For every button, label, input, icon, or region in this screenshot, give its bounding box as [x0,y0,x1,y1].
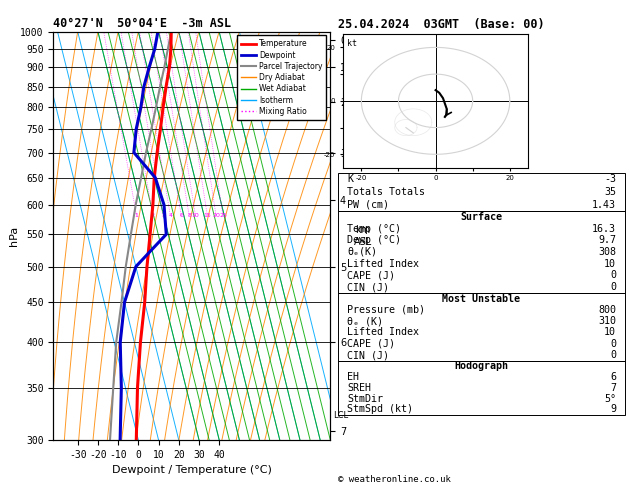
Text: SREH: SREH [347,383,371,393]
Text: 4: 4 [169,213,172,218]
Text: θₑ (K): θₑ (K) [347,316,383,326]
Text: 0: 0 [610,339,616,349]
Bar [338,211,625,293]
Text: Lifted Index: Lifted Index [347,259,419,269]
Text: 15: 15 [204,213,211,218]
Text: 9.7: 9.7 [598,235,616,245]
Text: 1: 1 [135,213,138,218]
Text: 10: 10 [192,213,199,218]
Text: 310: 310 [598,316,616,326]
Text: 800: 800 [598,305,616,315]
Text: Surface: Surface [460,212,503,222]
Text: 6: 6 [610,372,616,382]
Text: CIN (J): CIN (J) [347,282,389,292]
Bar [338,293,625,361]
Text: 0: 0 [610,282,616,292]
Text: Hodograph: Hodograph [455,361,508,371]
Text: Dewp (°C): Dewp (°C) [347,235,401,245]
Text: 25: 25 [219,213,227,218]
Bar [338,361,625,415]
Text: 0: 0 [610,350,616,360]
Text: 2: 2 [151,213,155,218]
Text: 40°27'N  50°04'E  -3m ASL: 40°27'N 50°04'E -3m ASL [53,17,231,31]
Text: 7: 7 [610,383,616,393]
Text: CAPE (J): CAPE (J) [347,270,395,280]
Text: LCL: LCL [333,411,348,420]
Text: 0: 0 [610,270,616,280]
Text: 10: 10 [604,259,616,269]
Text: 5°: 5° [604,394,616,403]
Text: kt: kt [347,39,357,49]
Bar [338,173,625,211]
Text: EH: EH [347,372,359,382]
Text: StmSpd (kt): StmSpd (kt) [347,404,413,415]
Text: 6: 6 [179,213,183,218]
Text: 3: 3 [161,213,165,218]
Text: θₑ(K): θₑ(K) [347,247,377,257]
Text: 20: 20 [212,213,220,218]
Text: 9: 9 [610,404,616,415]
Text: 8: 8 [187,213,191,218]
Text: Most Unstable: Most Unstable [442,294,521,304]
Text: K: K [347,174,353,184]
Text: 1.43: 1.43 [592,200,616,209]
Text: 25.04.2024  03GMT  (Base: 00): 25.04.2024 03GMT (Base: 00) [338,18,545,32]
Text: StmDir: StmDir [347,394,383,403]
Y-axis label: hPa: hPa [9,226,19,246]
Text: Totals Totals: Totals Totals [347,187,425,197]
X-axis label: Dewpoint / Temperature (°C): Dewpoint / Temperature (°C) [112,465,272,475]
Text: CAPE (J): CAPE (J) [347,339,395,349]
Text: Lifted Index: Lifted Index [347,328,419,337]
Text: 10: 10 [604,328,616,337]
Text: 16.3: 16.3 [592,224,616,234]
Y-axis label: km
ASL: km ASL [353,225,372,246]
Legend: Temperature, Dewpoint, Parcel Trajectory, Dry Adiabat, Wet Adiabat, Isotherm, Mi: Temperature, Dewpoint, Parcel Trajectory… [237,35,326,120]
Text: PW (cm): PW (cm) [347,200,389,209]
Text: © weatheronline.co.uk: © weatheronline.co.uk [338,474,451,484]
Text: Pressure (mb): Pressure (mb) [347,305,425,315]
Text: CIN (J): CIN (J) [347,350,389,360]
Text: -3: -3 [604,174,616,184]
Text: 35: 35 [604,187,616,197]
Text: 308: 308 [598,247,616,257]
Text: Temp (°C): Temp (°C) [347,224,401,234]
